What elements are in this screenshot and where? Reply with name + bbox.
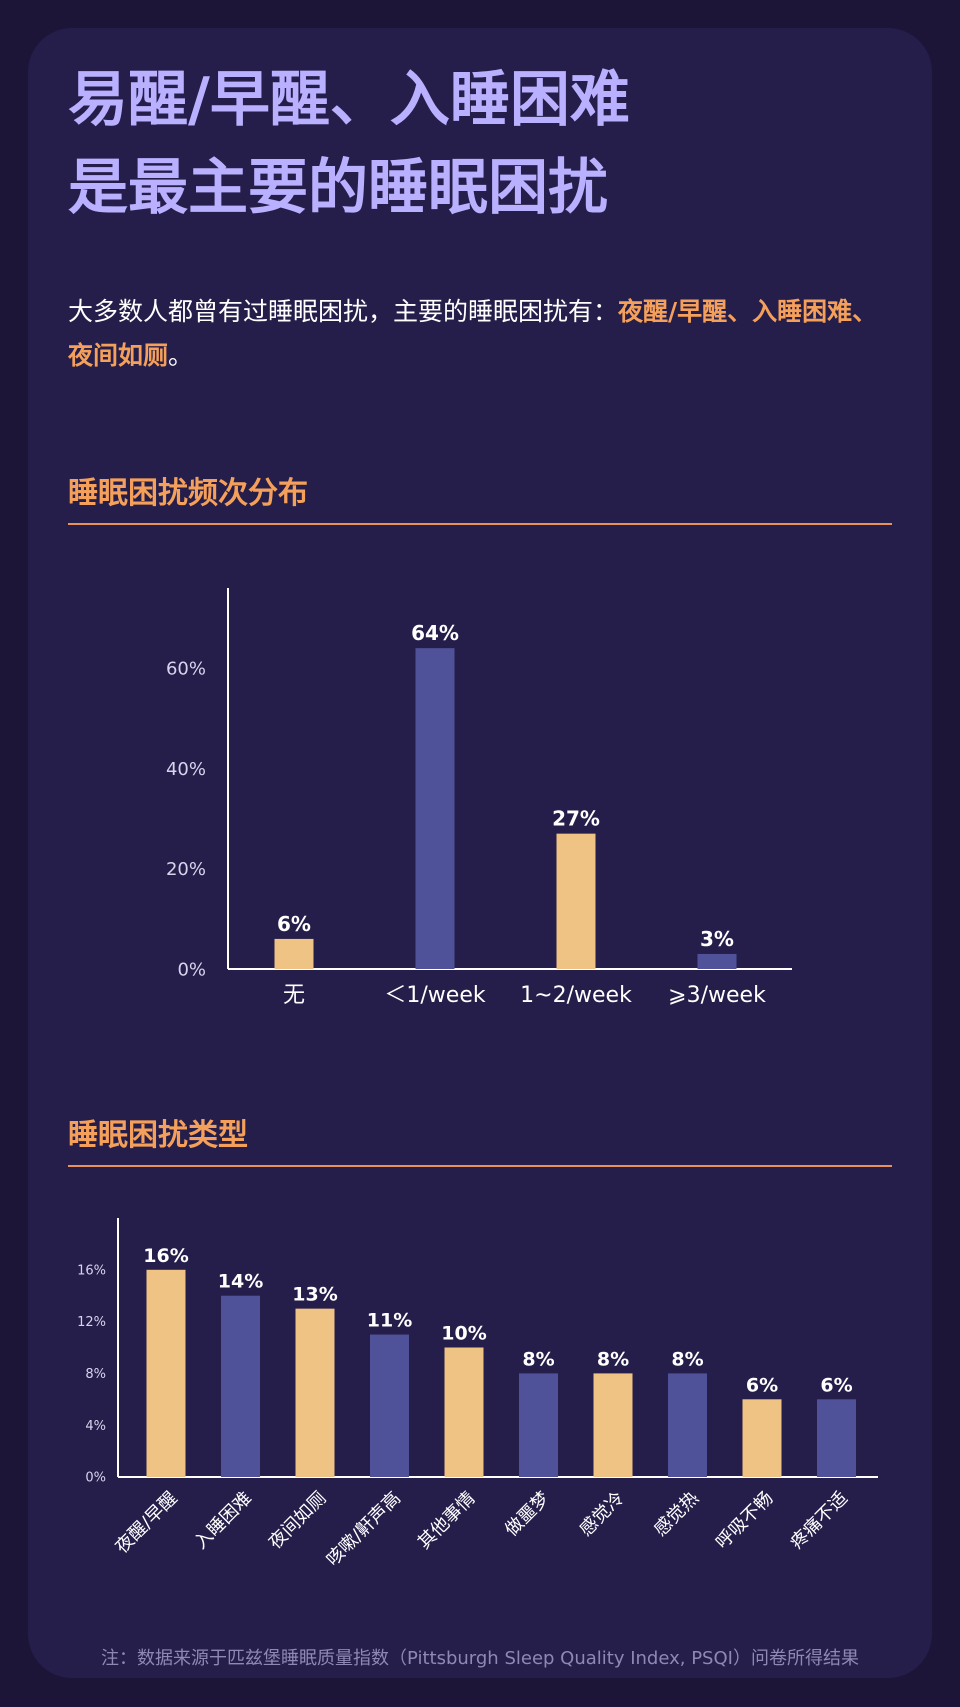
bar xyxy=(668,1373,707,1477)
x-category-label: 无 xyxy=(283,983,305,1008)
footnote: 注：数据来源于匹兹堡睡眠质量指数（Pittsburgh Sleep Qualit… xyxy=(101,1648,859,1669)
y-tick-label: 60% xyxy=(166,659,206,680)
bar-value-label: 10% xyxy=(441,1323,486,1345)
bar xyxy=(742,1399,782,1477)
x-category-label: 咳嗽/鼾声高 xyxy=(322,1488,405,1571)
x-category-label: 其他事情 xyxy=(414,1488,480,1554)
x-category-label: 感觉热 xyxy=(650,1488,703,1541)
x-category-label: 入睡困难 xyxy=(190,1488,256,1554)
bar-value-label: 6% xyxy=(820,1374,852,1396)
x-category-label: 呼吸不畅 xyxy=(712,1488,778,1554)
bar-value-label: 8% xyxy=(597,1348,629,1370)
bar xyxy=(593,1373,633,1477)
bar-value-label: 14% xyxy=(218,1271,263,1293)
types-section-title: 睡眠困扰类型 xyxy=(68,1118,248,1153)
y-tick-label: 16% xyxy=(77,1263,106,1278)
y-tick-label: 8% xyxy=(85,1367,106,1382)
page-title-line-2: 是最主要的睡眠困扰 xyxy=(68,153,608,223)
y-tick-label: 4% xyxy=(85,1419,106,1434)
x-category-label: 夜间如厕 xyxy=(265,1488,331,1554)
frequency-section-title: 睡眠困扰频次分布 xyxy=(68,476,308,511)
bar-value-label: 11% xyxy=(367,1310,412,1332)
intro-text: 大多数人都曾有过睡眠困扰，主要的睡眠困扰有： xyxy=(68,297,619,326)
bar xyxy=(295,1308,335,1477)
y-tick-label: 20% xyxy=(166,859,206,880)
page-title: 易醒/早醒、入睡困难 是最主要的睡眠困扰 xyxy=(68,56,630,232)
bar xyxy=(146,1269,186,1477)
bar xyxy=(444,1347,484,1477)
y-tick-label: 12% xyxy=(77,1315,106,1330)
y-tick-label: 0% xyxy=(85,1471,106,1486)
bar-value-label: 6% xyxy=(746,1374,778,1396)
page-title-line-1: 易醒/早醒、入睡困难 xyxy=(68,65,630,135)
x-category-label: 1~2/week xyxy=(520,983,632,1008)
bar-value-label: 8% xyxy=(522,1348,554,1370)
bar-value-label: 27% xyxy=(552,807,600,831)
x-category-label: 感觉冷 xyxy=(576,1488,629,1541)
x-category-label: 夜醒/早醒 xyxy=(111,1488,181,1558)
bar xyxy=(817,1399,856,1477)
intro-paragraph: 大多数人都曾有过睡眠困扰，主要的睡眠困扰有：夜醒/早醒、入睡困难、夜间如厕。 xyxy=(68,290,898,378)
bar-value-label: 8% xyxy=(671,1348,703,1370)
bar-value-label: 16% xyxy=(143,1245,188,1267)
x-category-label: 做噩梦 xyxy=(501,1488,554,1541)
y-tick-label: 0% xyxy=(177,959,206,980)
bar xyxy=(370,1334,409,1477)
x-category-label: ⩾3/week xyxy=(668,983,766,1008)
bar-value-label: 6% xyxy=(277,912,311,936)
x-category-label: ＜1/week xyxy=(384,983,485,1008)
bar xyxy=(519,1373,558,1477)
bar-value-label: 13% xyxy=(292,1284,337,1306)
frequency-section-divider xyxy=(68,523,892,525)
bar-value-label: 3% xyxy=(700,927,734,951)
bar xyxy=(697,953,737,969)
types-section-divider xyxy=(68,1165,892,1167)
bar xyxy=(556,833,596,969)
bar xyxy=(221,1295,260,1477)
y-tick-label: 40% xyxy=(166,759,206,780)
intro-highlight: 夜醒/早醒、入睡困难、夜间如厕 xyxy=(68,297,878,370)
x-category-label: 疼痛不适 xyxy=(786,1488,852,1554)
intro-end: 。 xyxy=(168,341,194,370)
bar xyxy=(274,938,314,969)
bar-value-label: 64% xyxy=(411,621,459,645)
bar xyxy=(415,648,455,969)
